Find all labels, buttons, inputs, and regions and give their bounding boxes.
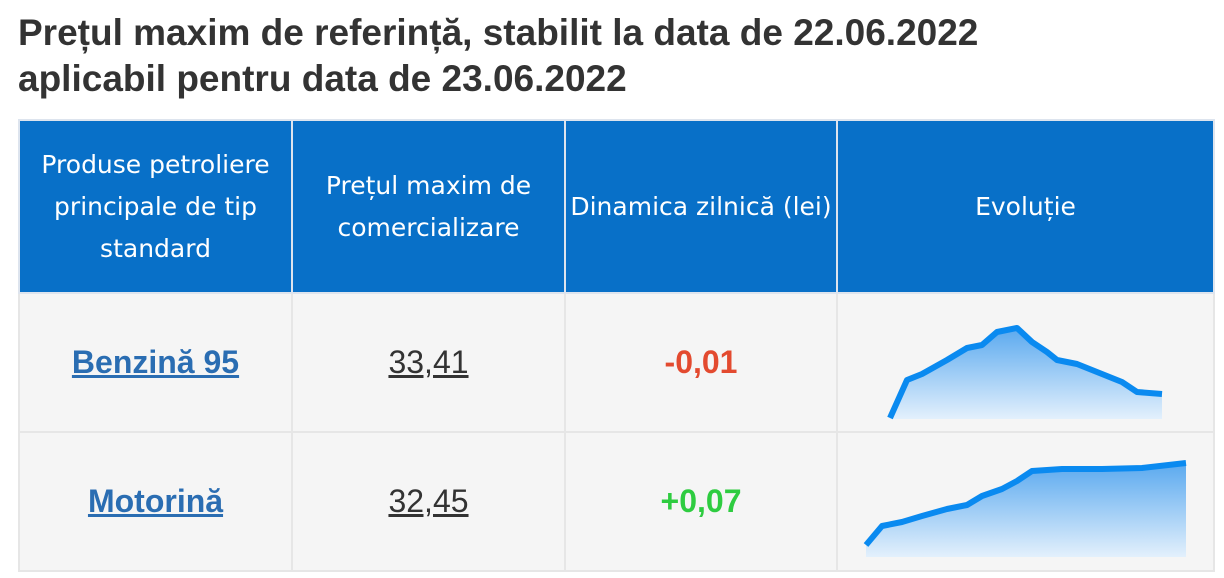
cell	[836, 431, 1215, 572]
cell: 32,45	[291, 431, 566, 572]
cell	[836, 292, 1215, 433]
product-link[interactable]: Benzină 95	[71, 344, 240, 380]
cell: -0,01	[564, 292, 838, 433]
column-header: Prețul maxim de comercializare	[291, 119, 566, 294]
daily-change: +0,07	[660, 483, 742, 519]
price-table: Produse petroliere principale de tip sta…	[18, 119, 1215, 572]
sparkline	[887, 325, 1163, 420]
title: Prețul maxim de referință, stabilit la d…	[18, 10, 978, 102]
row: Benzină 95 33,41 -0,01	[18, 292, 1215, 433]
sparkline-line	[887, 325, 1163, 420]
sparkline-area	[890, 328, 1162, 419]
header-row: Produse petroliere principale de tip sta…	[18, 119, 1215, 294]
cell: 33,41	[291, 292, 566, 433]
row: Motorină 32,45 +0,07	[18, 431, 1215, 572]
sparkline-area	[866, 463, 1186, 557]
column-header: Dinamica zilnică (lei)	[564, 119, 838, 294]
column-header: Produse petroliere principale de tip sta…	[18, 119, 293, 294]
product-link[interactable]: Motorină	[87, 483, 224, 519]
sparkline	[863, 460, 1187, 557]
daily-change: -0,01	[664, 344, 738, 380]
cell: Motorină	[18, 431, 293, 572]
title-line: Prețul maxim de referință, stabilit la d…	[18, 12, 979, 53]
cell: +0,07	[564, 431, 838, 572]
sparkline-line	[863, 460, 1187, 547]
column-header: Evoluție	[836, 119, 1215, 294]
price[interactable]: 32,45	[388, 483, 469, 519]
title-line: aplicabil pentru data de 23.06.2022	[18, 58, 627, 99]
cell: Benzină 95	[18, 292, 293, 433]
price[interactable]: 33,41	[388, 344, 469, 380]
